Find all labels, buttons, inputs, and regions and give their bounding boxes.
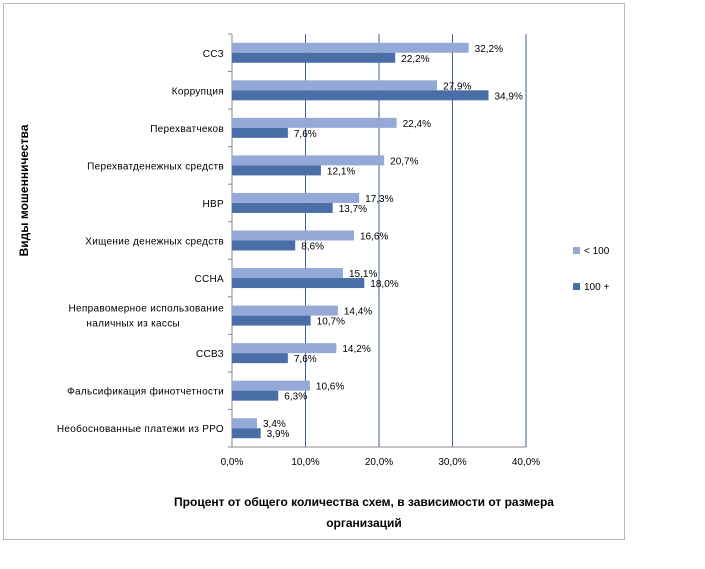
data-label: 14,4% xyxy=(344,307,372,318)
x-axis-title: организаций xyxy=(326,516,402,530)
legend-swatch xyxy=(573,247,580,254)
bar-100plus xyxy=(232,390,279,401)
data-label: 13,7% xyxy=(339,204,367,215)
data-label: 34,9% xyxy=(495,91,523,102)
data-label: 8,6% xyxy=(301,242,324,253)
data-label: 27,9% xyxy=(443,81,471,92)
bar-lt100 xyxy=(232,305,338,316)
bar-lt100 xyxy=(232,230,355,241)
x-tick-label: 30,0% xyxy=(438,457,466,468)
data-label: 22,4% xyxy=(403,119,431,130)
bar-100plus xyxy=(232,90,489,101)
x-tick-label: 0,0% xyxy=(221,457,244,468)
category-label: наличных из кассы xyxy=(86,319,180,330)
category-label: Фальсификация финотчетности xyxy=(67,386,224,398)
data-label: 7,6% xyxy=(294,354,317,365)
data-label: 3,4% xyxy=(263,419,286,430)
bar-100plus xyxy=(232,315,311,326)
data-label: 32,2% xyxy=(475,44,503,55)
category-label: ССЗ xyxy=(203,49,224,60)
bar-lt100 xyxy=(232,42,469,53)
bar-lt100 xyxy=(232,155,385,166)
data-label: 18,0% xyxy=(370,279,398,290)
category-label: Коррупция xyxy=(172,86,224,97)
bar-chart: 32,2% 22,2% ССЗ 27,9% 34,9% Коррупция 22,4% 7,6… xyxy=(17,33,610,530)
bar-lt100 xyxy=(232,117,397,128)
x-tick-label: 10,0% xyxy=(291,457,319,468)
x-tick-label: 20,0% xyxy=(365,457,393,468)
y-axis-title: Виды мошенничества xyxy=(17,124,31,256)
data-label: 7,6% xyxy=(294,129,317,140)
data-label: 22,2% xyxy=(401,54,429,65)
category-label: Хищение денежных средств xyxy=(85,237,224,248)
data-label: 14,2% xyxy=(342,344,370,355)
chart-area: 32,2% 22,2% ССЗ 27,9% 34,9% Коррупция 22,4% 7,6… xyxy=(3,3,625,540)
bar-lt100 xyxy=(232,80,438,91)
data-label: 10,7% xyxy=(317,317,345,328)
category-label: Перехватчеков xyxy=(150,124,224,135)
bar-lt100 xyxy=(232,418,257,429)
bar-100plus xyxy=(232,428,261,439)
bar-lt100 xyxy=(232,380,310,391)
category-label: ССНА xyxy=(194,274,224,285)
bar-100plus xyxy=(232,127,288,138)
data-label: 17,3% xyxy=(365,194,393,205)
x-tick-label: 40,0% xyxy=(512,457,540,468)
bar-100plus xyxy=(232,165,321,176)
bar-lt100 xyxy=(232,268,343,279)
category-label: Перехватденежных средств xyxy=(87,161,224,172)
bar-100plus xyxy=(232,202,333,213)
legend-label: < 100 xyxy=(584,246,610,257)
category-label: НВР xyxy=(203,199,224,210)
bar-lt100 xyxy=(232,343,337,354)
data-label: 16,6% xyxy=(360,232,388,243)
category-label: ССВЗ xyxy=(196,349,224,360)
data-label: 6,3% xyxy=(284,392,307,403)
bar-lt100 xyxy=(232,192,360,203)
legend-label: 100 + xyxy=(584,282,609,293)
bar-100plus xyxy=(232,353,288,364)
bar-100plus xyxy=(232,240,296,251)
bar-100plus xyxy=(232,278,365,289)
data-label: 15,1% xyxy=(349,269,377,280)
data-label: 12,1% xyxy=(327,166,355,177)
bar-100plus xyxy=(232,52,396,63)
data-label: 3,9% xyxy=(267,429,290,440)
x-axis-title: Процент от общего количества схем, в зав… xyxy=(174,495,554,509)
data-label: 20,7% xyxy=(390,156,418,167)
category-label: Необоснованные платежи из РРО xyxy=(57,423,224,435)
data-label: 10,6% xyxy=(316,382,344,393)
category-label: Неправомерное использование xyxy=(69,304,225,315)
legend-swatch xyxy=(573,283,580,290)
